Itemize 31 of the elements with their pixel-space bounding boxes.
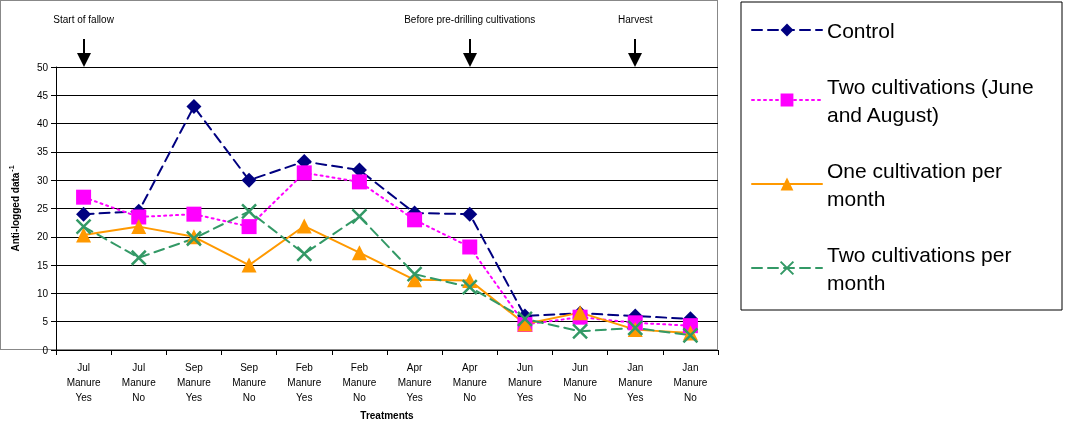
x-tick-label: Jul Manure Yes [66,362,101,403]
x-tick-label: Feb Manure Yes [287,362,322,403]
x-tick-label: Apr Manure No [452,362,488,403]
ref-line-label: Before pre-drilling cultivations [403,14,537,25]
x-axis-title: Treatments [360,409,415,421]
x-tick-label: Jul Manure No [121,362,157,403]
legend-label: Two cultivations (June and August) [827,74,1040,126]
x-tick-label: Jan Manure Yes [618,362,653,403]
x-tick-label: Feb Manure No [342,362,377,403]
y-tick-label: 10 [36,287,49,299]
y-tick-label: 45 [36,89,49,101]
x-tick-label: Jan Manure No [673,362,708,403]
y-tick-label: 50 [36,61,49,73]
legend-label: Two cultivations per month [827,242,1018,294]
x-tick-label: Jun Manure Yes [507,362,543,403]
y-tick-label: 0 [42,344,49,356]
legend-label: One cultivation per month [827,158,1008,210]
ref-line-label: Harvest [618,14,653,25]
x-tick-label: Sep Manure Yes [176,362,212,403]
y-tick-label: 35 [36,146,49,158]
y-tick-label: 30 [36,174,49,186]
y-tick-label: 5 [42,316,49,328]
legend-label: Control [827,18,895,42]
x-tick-label: Jun Manure No [563,362,598,403]
y-tick-label: 20 [36,231,49,243]
ref-line-label: Start of fallow [52,14,115,25]
x-tick-label: Apr Manure Yes [397,362,432,403]
y-tick-label: 40 [36,118,49,130]
x-tick-label: Sep Manure No [232,362,267,403]
y-tick-label: 15 [36,259,49,271]
y-tick-label: 25 [36,203,49,214]
